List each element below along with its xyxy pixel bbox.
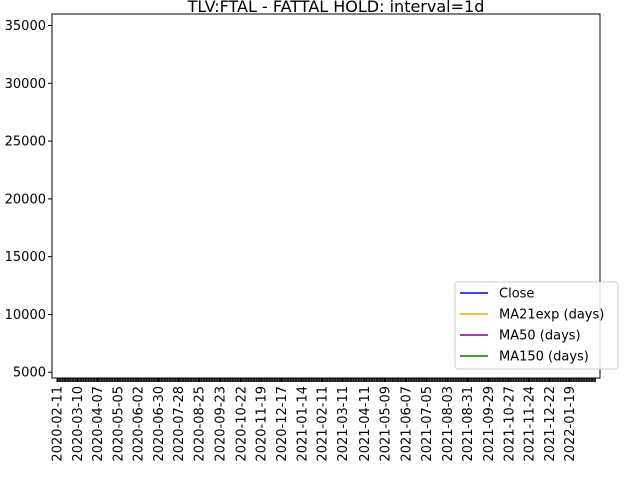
x-tick-label: 2020-05-05 (111, 386, 126, 462)
x-tick-label: 2022-01-19 (563, 386, 578, 462)
x-tick-label: 2021-07-05 (420, 386, 435, 462)
legend-label: Close (499, 287, 534, 302)
legend-label: MA21exp (days) (499, 308, 604, 323)
x-tick-label: 2020-04-07 (91, 386, 106, 462)
x-tick-label: 2020-03-10 (71, 386, 86, 462)
x-tick-label: 2020-02-11 (51, 386, 66, 462)
x-tick-label: 2021-03-11 (336, 386, 351, 462)
chart-title: TLV:FTAL - FATTAL HOLD: interval=1d (187, 0, 485, 16)
x-tick-label: 2021-08-31 (461, 386, 476, 462)
x-tick-label: 2020-07-28 (172, 386, 187, 462)
x-tick-label: 2021-12-22 (543, 386, 558, 462)
x-axis: 2020-02-11 2020-03-10 2020-04-07 2020-05-05… (51, 378, 596, 462)
x-tick-label: 2021-10-27 (502, 386, 517, 462)
legend: Close MA21exp (days) MA50 (days) MA150 (day… (454, 281, 619, 370)
y-tick-label: 5000 (13, 366, 46, 381)
x-tick-label: 2020-09-23 (213, 386, 228, 462)
x-tick-label: 2020-11-19 (255, 386, 270, 462)
x-tick-label: 2021-05-09 (379, 386, 394, 462)
legend-label: MA50 (days) (499, 329, 581, 344)
x-tick-label: 2021-01-14 (295, 386, 310, 462)
x-tick-label: 2020-06-30 (152, 386, 167, 462)
x-tick-label: 2021-06-07 (399, 386, 414, 462)
y-axis: 5000 10000 15000 20000 25000 30000 35000 (5, 19, 52, 381)
x-tick-label: 2020-12-17 (275, 386, 290, 462)
x-tick-label: 2020-10-22 (234, 386, 249, 462)
y-tick-label: 15000 (5, 250, 46, 265)
x-tick-label: 2021-08-03 (441, 386, 456, 462)
y-tick-label: 35000 (5, 19, 46, 34)
y-tick-label: 10000 (5, 308, 46, 323)
y-tick-label: 25000 (5, 135, 46, 150)
x-tick-label: 2021-04-11 (358, 386, 373, 462)
legend-box (454, 281, 619, 370)
legend-label: MA150 (days) (499, 350, 589, 365)
x-tick-label: 2020-08-25 (192, 386, 207, 462)
x-tick-label: 2021-11-24 (523, 386, 538, 462)
y-tick-label: 20000 (5, 192, 46, 207)
x-tick-label: 2021-09-29 (482, 386, 497, 462)
x-tick-label: 2021-02-11 (316, 386, 331, 462)
x-tick-label: 2020-06-02 (132, 386, 147, 462)
y-tick-label: 30000 (5, 77, 46, 92)
